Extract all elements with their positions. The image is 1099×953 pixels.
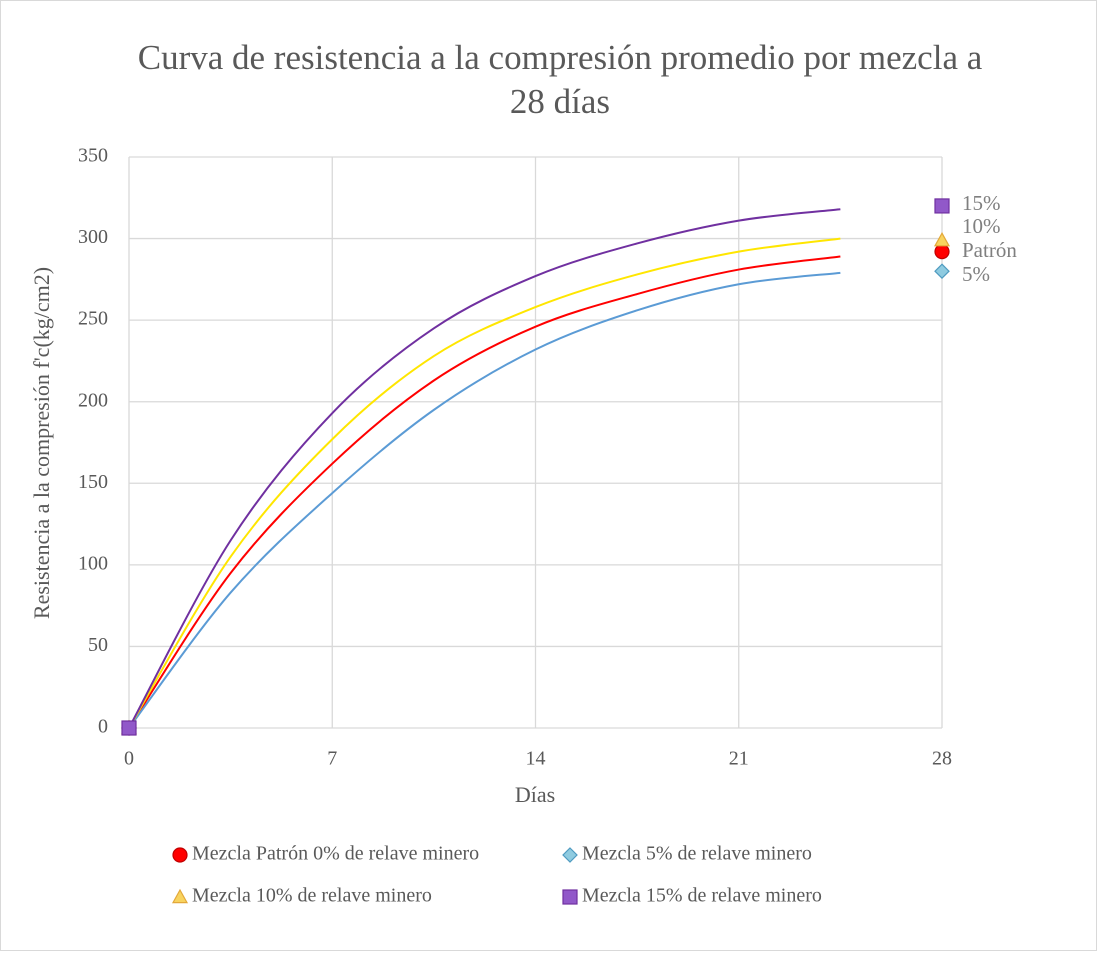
legend-label: Mezcla 10% de relave minero [192, 885, 432, 907]
legend-label: Mezcla Patrón 0% de relave minero [192, 843, 479, 865]
y-tick-label: 150 [78, 471, 108, 493]
data-label: 10% [962, 214, 1001, 238]
series-line [128, 237, 841, 729]
series-line [128, 255, 841, 729]
series-line [128, 208, 841, 729]
x-axis-label: Días [515, 782, 555, 807]
data-label: 5% [962, 262, 990, 286]
legend-label: Mezcla 15% de relave minero [582, 885, 822, 907]
marker [121, 720, 137, 736]
data-label: Patrón [962, 238, 1017, 262]
marker [933, 231, 951, 247]
y-tick-label: 300 [78, 226, 108, 248]
x-tick-label: 14 [526, 748, 546, 770]
y-tick-label: 100 [78, 552, 108, 574]
y-tick-label: 350 [78, 145, 108, 167]
marker [562, 889, 578, 905]
x-tick-label: 28 [932, 748, 952, 770]
x-tick-label: 0 [124, 748, 134, 770]
y-tick-label: 0 [98, 716, 108, 738]
marker [934, 244, 950, 260]
y-tick-label: 50 [88, 634, 108, 656]
series-line [128, 271, 841, 729]
marker [934, 263, 950, 280]
x-tick-label: 7 [327, 748, 337, 770]
y-tick-label: 200 [78, 389, 108, 411]
chart-title: Curva de resistencia a la compresión pro… [137, 38, 983, 121]
x-tick-label: 21 [729, 748, 749, 770]
marker [934, 198, 950, 214]
y-axis-label: Resistencia a la compresión f'c(kg/cm2) [29, 267, 54, 619]
y-tick-label: 250 [78, 308, 108, 330]
marker [562, 847, 578, 863]
marker [172, 847, 188, 863]
data-label: 15% [962, 191, 1001, 215]
marker [171, 888, 189, 904]
legend-label: Mezcla 5% de relave minero [582, 843, 812, 865]
